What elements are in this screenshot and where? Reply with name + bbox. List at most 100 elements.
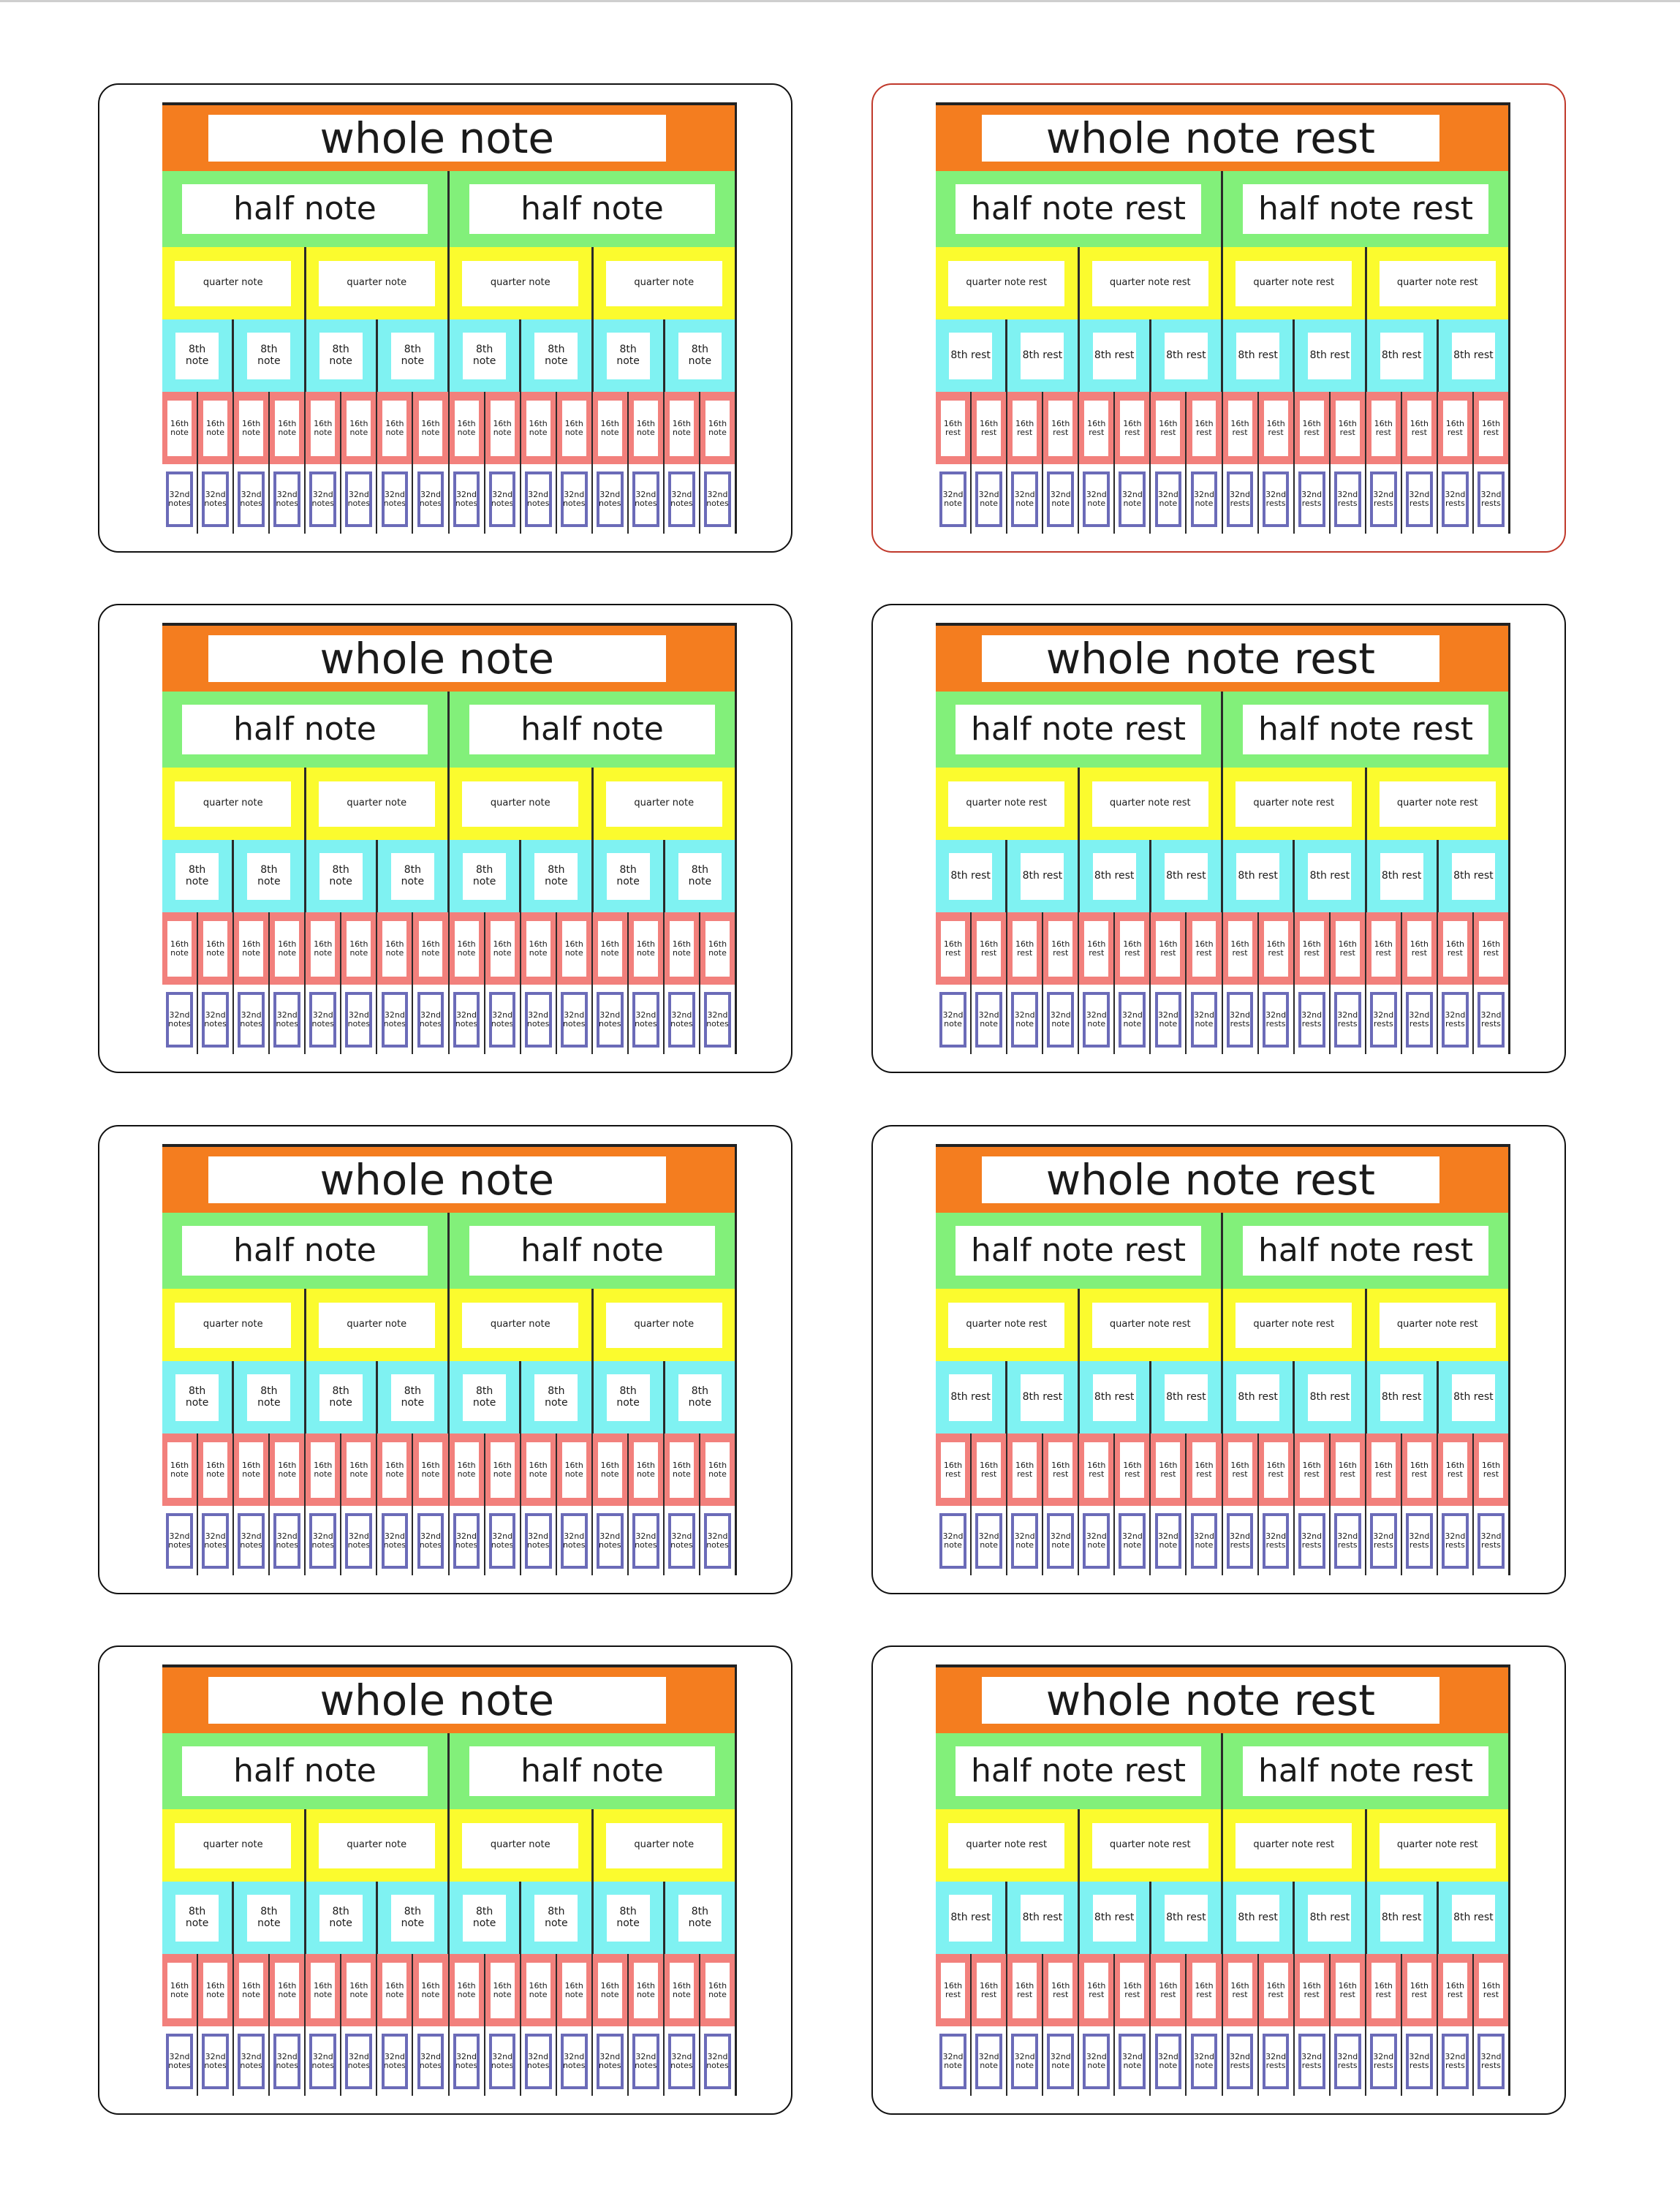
half-cell: half note rest [936,171,1223,247]
sixteenth-cell: 16th rest [1007,1433,1044,1506]
whole-row: whole note [162,626,735,692]
quarter-cell: quarter note rest [1223,1809,1367,1882]
sixteenth-label: 16th rest [1156,920,1181,977]
thirtysecond-label: 32nd notes [488,2033,516,2089]
thirtysecond-label: 32nd note [1011,1512,1038,1569]
sixteenth-cell: 16th note [485,1433,521,1506]
eighth-label: 8th note [319,1374,363,1421]
thirtysecond-label: 32nd notes [381,991,409,1048]
sixteenth-label: 16th rest [1013,400,1037,456]
sixteenth-cell: 16th rest [1043,392,1080,464]
quarter-cell: quarter note [593,1289,735,1361]
sixteenth-cell: 16th rest [1115,912,1151,985]
half-label: half note rest [956,1226,1201,1276]
sixteenth-label: 16th rest [1048,1962,1073,2018]
note-card-2[interactable]: whole note half note half note quarter no… [98,604,792,1073]
rest-card-3[interactable]: whole note rest half note rest half note … [871,1125,1566,1594]
thirtysecond-label: 32nd notes [381,2033,409,2089]
sixteenth-cell: 16th rest [936,1433,972,1506]
thirtysecond-label: 32nd notes [453,991,480,1048]
quarter-cell: quarter note [306,768,450,840]
thirtysecond-cell: 32nd notes [556,1506,593,1575]
sixteenth-label: 16th note [526,400,550,456]
sixteenth-cell: 16th rest [1294,912,1331,985]
sixteenth-label: 16th rest [977,1962,1002,2018]
sixteenth-label: 16th rest [1299,1442,1324,1498]
sixteenth-cell: 16th note [306,1954,342,2026]
thirtysecond-label: 32nd rests [1333,991,1361,1048]
thirtysecond-cell: 32nd notes [628,2026,665,2096]
sixteenth-label: 16th note [239,1442,264,1498]
thirtysecond-label: 32nd notes [668,1512,695,1569]
eighth-cell: 8th note [162,319,235,392]
eighth-cell: 8th note [665,1882,735,1954]
sixteenth-cell: 16th rest [1330,1433,1366,1506]
half-label: half note [469,1226,715,1276]
sixteenth-label: 16th note [454,1442,479,1498]
thirtysecond-label: 32nd notes [202,991,229,1048]
sixteenth-cell: 16th rest [1079,1433,1116,1506]
sixteenth-label: 16th note [454,1962,479,2018]
sixteenth-label: 16th rest [1479,400,1503,456]
eighth-label: 8th note [319,332,363,379]
thirtysecond-cell: 32nd note [1151,985,1187,1054]
thirtysecond-cell: 32nd note [1079,1506,1116,1575]
thirtysecond-label: 32nd note [975,991,1002,1048]
half-row: half note half note [162,1213,735,1289]
quarter-cell: quarter note [450,1289,594,1361]
eighth-label: 8th rest [1451,852,1495,900]
sixteenth-cell: 16th rest [1366,1954,1402,2026]
sixteenth-label: 16th rest [1299,400,1324,456]
whole-label: whole note rest [981,1156,1440,1203]
eighth-label: 8th rest [1308,1374,1352,1421]
rest-card-4[interactable]: whole note rest half note rest half note … [871,1645,1566,2115]
sixteenth-cell: 16th rest [1258,1433,1295,1506]
thirtysecond-cell: 32nd note [1043,464,1080,534]
sixteenth-cell: 16th note [162,912,199,985]
sixteenth-label: 16th note [239,1962,264,2018]
sixteenth-label: 16th rest [1371,400,1396,456]
whole-row: whole note rest [936,626,1508,692]
sixteenth-cell: 16th note [413,392,450,464]
thirtysecond-cell: 32nd notes [377,2026,414,2096]
half-row: half note rest half note rest [936,1213,1508,1289]
rest-card-1[interactable]: whole note rest half note rest half note … [871,83,1566,553]
quarter-label: quarter note [605,260,722,306]
sixteenth-cell: 16th rest [1222,1433,1259,1506]
thirtysecond-label: 32nd note [1083,1512,1110,1569]
thirtysecond-label: 32nd rests [1298,2033,1325,2089]
thirtysecond-label: 32nd rests [1262,1512,1290,1569]
thirtysecond-label: 32nd notes [309,1512,337,1569]
sixteenth-cell: 16th note [700,1954,735,2026]
sixteenth-label: 16th note [705,400,730,456]
sixteenth-label: 16th rest [1335,1962,1360,2018]
half-label: half note [469,705,715,754]
note-card-4[interactable]: whole note half note half note quarter no… [98,1645,792,2115]
thirtysecond-cell: 32nd rests [1473,2026,1508,2096]
note-card-1[interactable]: whole note half note half note quarter no… [98,83,792,553]
eighth-label: 8th rest [1092,1374,1136,1421]
sixteenth-label: 16th note [597,1442,622,1498]
eighth-label: 8th note [678,1894,722,1942]
thirtysecond-label: 32nd note [1011,2033,1038,2089]
sixteenth-cell: 16th rest [1366,1433,1402,1506]
sixteenth-cell: 16th note [664,1954,700,2026]
half-cell: half note [162,1213,450,1289]
thirtysecond-cell: 32nd notes [341,1506,378,1575]
sixteenth-label: 16th rest [1407,400,1431,456]
rest-card-2[interactable]: whole note rest half note rest half note … [871,604,1566,1073]
sixteenth-label: 16th note [311,1442,336,1498]
thirtysecond-label: 32nd note [1154,991,1182,1048]
sixteenth-label: 16th note [347,1962,371,2018]
eighth-label: 8th note [319,852,363,900]
sixteenth-label: 16th rest [1120,920,1145,977]
thirtysecond-label: 32nd notes [166,1512,193,1569]
thirtysecond-label: 32nd rests [1333,2033,1361,2089]
sixteenth-cell: 16th rest [1437,912,1474,985]
quarter-label: quarter note rest [948,1822,1065,1868]
quarter-label: quarter note [175,1302,292,1348]
note-card-3[interactable]: whole note half note half note quarter no… [98,1125,792,1594]
eighth-cell: 8th note [162,1361,235,1433]
whole-row: whole note [162,1147,735,1213]
quarter-cell: quarter note [162,1289,306,1361]
